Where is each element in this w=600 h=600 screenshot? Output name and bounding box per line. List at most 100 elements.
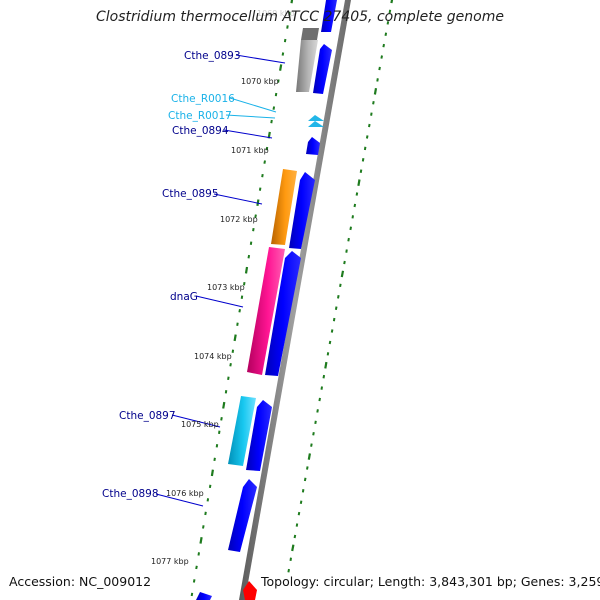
outer-scale-tick: [314, 420, 317, 425]
outer-scale-tick: [384, 32, 388, 36]
inner-scale-tick: [261, 173, 264, 178]
gene-label-cthe-0897[interactable]: Cthe_0897: [119, 410, 176, 422]
outer-scale-tick: [316, 409, 319, 413]
kbp-scale-labels: 1069 kbp 1070 kbp 1071 kbp 1072 kbp 1073…: [151, 9, 295, 566]
inner-scale-tick: [204, 511, 207, 516]
leader-cthe-0898: [155, 493, 204, 507]
kbp-label-1076: 1076 kbp: [166, 489, 204, 498]
outer-scale-tick: [293, 534, 297, 539]
cds-gray-top: [301, 28, 319, 40]
outer-scale-tick: [291, 544, 295, 552]
rna-markers: [308, 115, 324, 127]
outer-scale-tick: [334, 306, 338, 310]
leader-cthe-0894: [223, 129, 273, 139]
outer-scale-tick: [388, 9, 392, 14]
inner-scale-tick: [197, 552, 200, 556]
outer-scale-tick: [347, 237, 350, 242]
inner-scale-tick: [222, 401, 226, 409]
outer-scale-tick: [380, 55, 383, 59]
outer-scale-tick: [301, 489, 305, 493]
inner-scale-tick: [190, 592, 194, 597]
outer-scale-tick: [355, 192, 359, 196]
outer-scale-tick: [363, 146, 367, 151]
inner-scale-tick: [272, 106, 276, 110]
inner-scale-tick: [265, 146, 269, 151]
inner-scale-tick: [286, 25, 289, 29]
inner-scale-tick: [274, 92, 278, 97]
outer-scale-tick: [312, 432, 315, 436]
kbp-label-top-clipped: 1069 kbp: [257, 9, 295, 18]
outer-scale-tick: [359, 169, 363, 173]
gene-label-cthe-r0016[interactable]: Cthe_R0016: [171, 93, 235, 105]
inner-scale-tick: [210, 469, 214, 477]
leader-cthe-0895: [213, 193, 263, 205]
gene-label-dnag[interactable]: dnaG: [170, 291, 198, 303]
outer-scale-tick: [307, 453, 311, 460]
inner-scale-tick: [243, 281, 246, 286]
outer-scale-tick: [306, 466, 309, 470]
inner-scale-tick: [290, 0, 294, 4]
kbp-label-1075: 1075 kbp: [181, 420, 219, 429]
outer-scale-tick: [345, 249, 348, 253]
inner-scale-tick: [281, 52, 285, 56]
outer-scale-tick: [322, 374, 326, 379]
label-leader-lines: [155, 54, 286, 507]
outer-dotted-track: [287, 0, 394, 573]
outer-scale-tick: [372, 101, 375, 105]
outer-scale-tick: [340, 270, 345, 278]
cds-forward-cthe-0894: [306, 137, 320, 155]
forward-strand-genes: [196, 0, 337, 600]
inner-scale-tick: [263, 160, 266, 164]
rna-marker-1: [308, 115, 324, 121]
leader-cthe-0897: [171, 414, 221, 428]
outer-scale-tick: [365, 135, 369, 139]
outer-scale-tick: [349, 226, 352, 231]
outer-scale-tick: [324, 361, 328, 369]
inner-scale-tick: [202, 525, 205, 529]
inner-scale-tick: [288, 11, 291, 16]
outer-scale-tick: [373, 88, 378, 95]
cds-forward-top: [321, 0, 337, 32]
kbp-label-1077: 1077 kbp: [151, 557, 189, 566]
cds-forward-cthe-0897: [246, 400, 272, 471]
inner-scale-tick: [229, 363, 232, 367]
outer-scale-tick: [287, 568, 290, 573]
topology-text: Topology: circular; Length: 3,843,301 bp…: [261, 574, 600, 589]
gene-label-cthe-0893[interactable]: Cthe_0893: [184, 50, 241, 62]
gene-label-cthe-0898[interactable]: Cthe_0898: [102, 488, 159, 500]
outer-scale-tick: [299, 500, 303, 504]
cds-pink-dnag: [247, 247, 285, 375]
inner-scale-tick: [195, 565, 198, 570]
inner-scale-tick: [254, 214, 257, 218]
kbp-label-1073: 1073 kbp: [207, 283, 245, 292]
outer-scale-tick: [337, 295, 340, 299]
gene-label-cthe-0895[interactable]: Cthe_0895: [162, 188, 219, 200]
inner-scale-tick: [244, 266, 249, 274]
outer-scale-tick: [357, 179, 361, 186]
inner-scale-tick: [249, 241, 253, 245]
inner-scale-tick: [247, 254, 251, 259]
inner-scale-tick: [258, 187, 262, 191]
accession-text: Accession: NC_009012: [9, 574, 152, 589]
gene-labels: Cthe_0893 Cthe_R0016 Cthe_R0017 Cthe_089…: [102, 50, 241, 500]
cds-red: [243, 581, 257, 600]
inner-scale-tick: [270, 119, 273, 124]
genome-backbone: [239, 0, 351, 600]
inner-scale-tick: [192, 579, 196, 583]
inner-scale-tick: [208, 484, 212, 489]
outer-scale-tick: [343, 260, 346, 265]
map-title: Clostridium thermocellum ATCC 27405, com…: [96, 9, 504, 25]
gene-label-cthe-r0017[interactable]: Cthe_R0017: [168, 110, 232, 122]
inner-scale-tick: [224, 390, 228, 394]
outer-scale-tick: [332, 317, 336, 322]
inner-scale-tick: [277, 79, 280, 83]
kbp-label-1071: 1071 kbp: [231, 146, 269, 155]
outer-scale-tick: [330, 329, 334, 333]
outer-scale-tick: [353, 203, 357, 208]
outer-scale-tick: [310, 443, 313, 447]
cds-cyan: [228, 396, 256, 466]
inner-scale-tick: [279, 64, 283, 71]
gene-label-cthe-0894[interactable]: Cthe_0894: [172, 125, 229, 137]
